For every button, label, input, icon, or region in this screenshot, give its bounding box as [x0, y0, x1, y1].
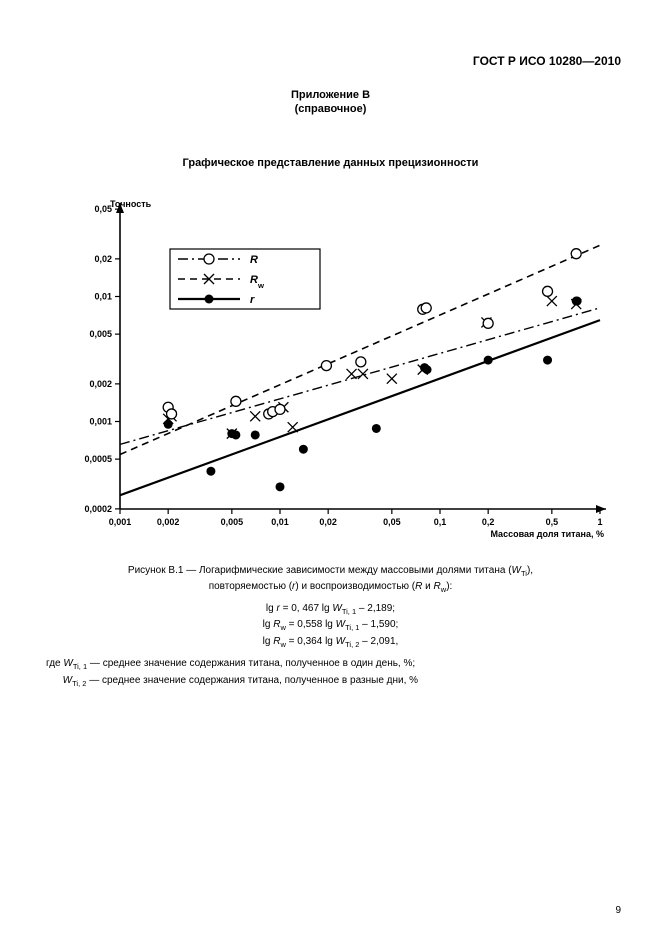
appendix-header: Приложение В (справочное)	[40, 88, 621, 117]
svg-text:0,001: 0,001	[109, 517, 132, 527]
svg-text:0,002: 0,002	[89, 378, 112, 388]
svg-text:r: r	[250, 294, 255, 306]
page-number: 9	[615, 905, 621, 916]
svg-text:0,05: 0,05	[383, 517, 401, 527]
svg-text:0,0005: 0,0005	[84, 454, 112, 464]
svg-text:1: 1	[597, 517, 602, 527]
svg-text:0,005: 0,005	[221, 517, 244, 527]
section-title: Графическое представление данных прецизи…	[40, 157, 621, 169]
svg-text:0,001: 0,001	[89, 416, 112, 426]
svg-text:0,02: 0,02	[319, 517, 337, 527]
svg-text:0,5: 0,5	[546, 517, 559, 527]
figure-caption: Рисунок В.1 — Логарифмические зависимост…	[40, 563, 621, 596]
svg-text:Точность: Точность	[110, 199, 152, 209]
svg-text:0,002: 0,002	[157, 517, 180, 527]
document-id: ГОСТ Р ИСО 10280—2010	[40, 54, 621, 68]
svg-text:0,1: 0,1	[434, 517, 447, 527]
svg-text:0,005: 0,005	[89, 329, 112, 339]
svg-text:0,01: 0,01	[271, 517, 289, 527]
svg-text:0,0002: 0,0002	[84, 503, 112, 513]
svg-text:0,2: 0,2	[482, 517, 495, 527]
svg-text:Массовая доля титана, %: Массовая доля титана, %	[490, 529, 604, 539]
chart-svg: 0,001 0,002 0,005 0,01 0,02 0,05 0,1 0,2 0,5 1 0,0…	[40, 189, 620, 549]
precision-chart: 0,001 0,002 0,005 0,01 0,02 0,05 0,1 0,2 0,5 1 0,0…	[40, 189, 621, 549]
svg-text:R: R	[250, 254, 258, 266]
equations: lg r = 0, 467 lg WTi, 1 – 2,189; lg Rw =…	[40, 601, 621, 650]
appendix-line2: (справочное)	[295, 103, 367, 115]
appendix-line1: Приложение В	[291, 89, 370, 101]
where-block: где WTi, 1 — среднее значение содержания…	[46, 656, 621, 690]
svg-text:0,01: 0,01	[94, 291, 112, 301]
svg-text:0,02: 0,02	[94, 253, 112, 263]
